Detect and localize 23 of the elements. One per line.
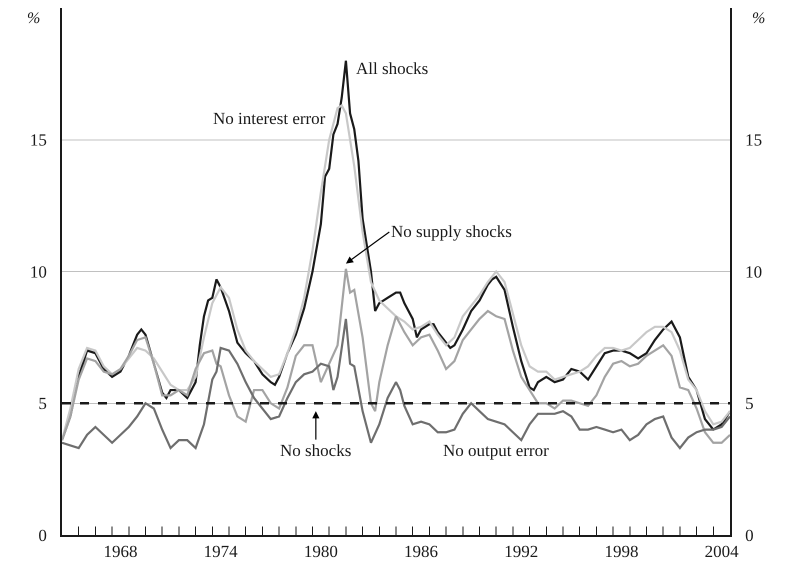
y2-tick-label: 15 [745,130,762,150]
x-tick-label: 1998 [604,542,638,562]
line-series [62,268,730,444]
y-tick-label: 15 [30,130,47,150]
y-tick-label: 10 [30,262,47,282]
y-tick-label: 5 [38,394,47,414]
x-tick-label: 1980 [304,542,338,562]
series-label: No output error [443,441,550,460]
x-tick-label: 1992 [504,542,538,562]
y2-tick-label: 5 [745,394,754,414]
text: No shocks [280,441,352,460]
x-tick-label: 1968 [103,542,138,562]
y2-tick-label: 10 [745,262,762,282]
x-tick-label: 1986 [404,542,438,562]
y2-axis-title: % [752,10,766,27]
y2-tick-label: 0 [745,526,754,545]
y-tick-label: 0 [38,526,47,545]
y-axis-title: % [27,10,40,27]
x-tick-label: 1974 [204,542,238,562]
series-label: All shocks [356,59,428,78]
series-label: No interest error [213,109,326,128]
text: No supply shocks [391,222,512,241]
x-tick-label: 2004 [704,542,740,562]
